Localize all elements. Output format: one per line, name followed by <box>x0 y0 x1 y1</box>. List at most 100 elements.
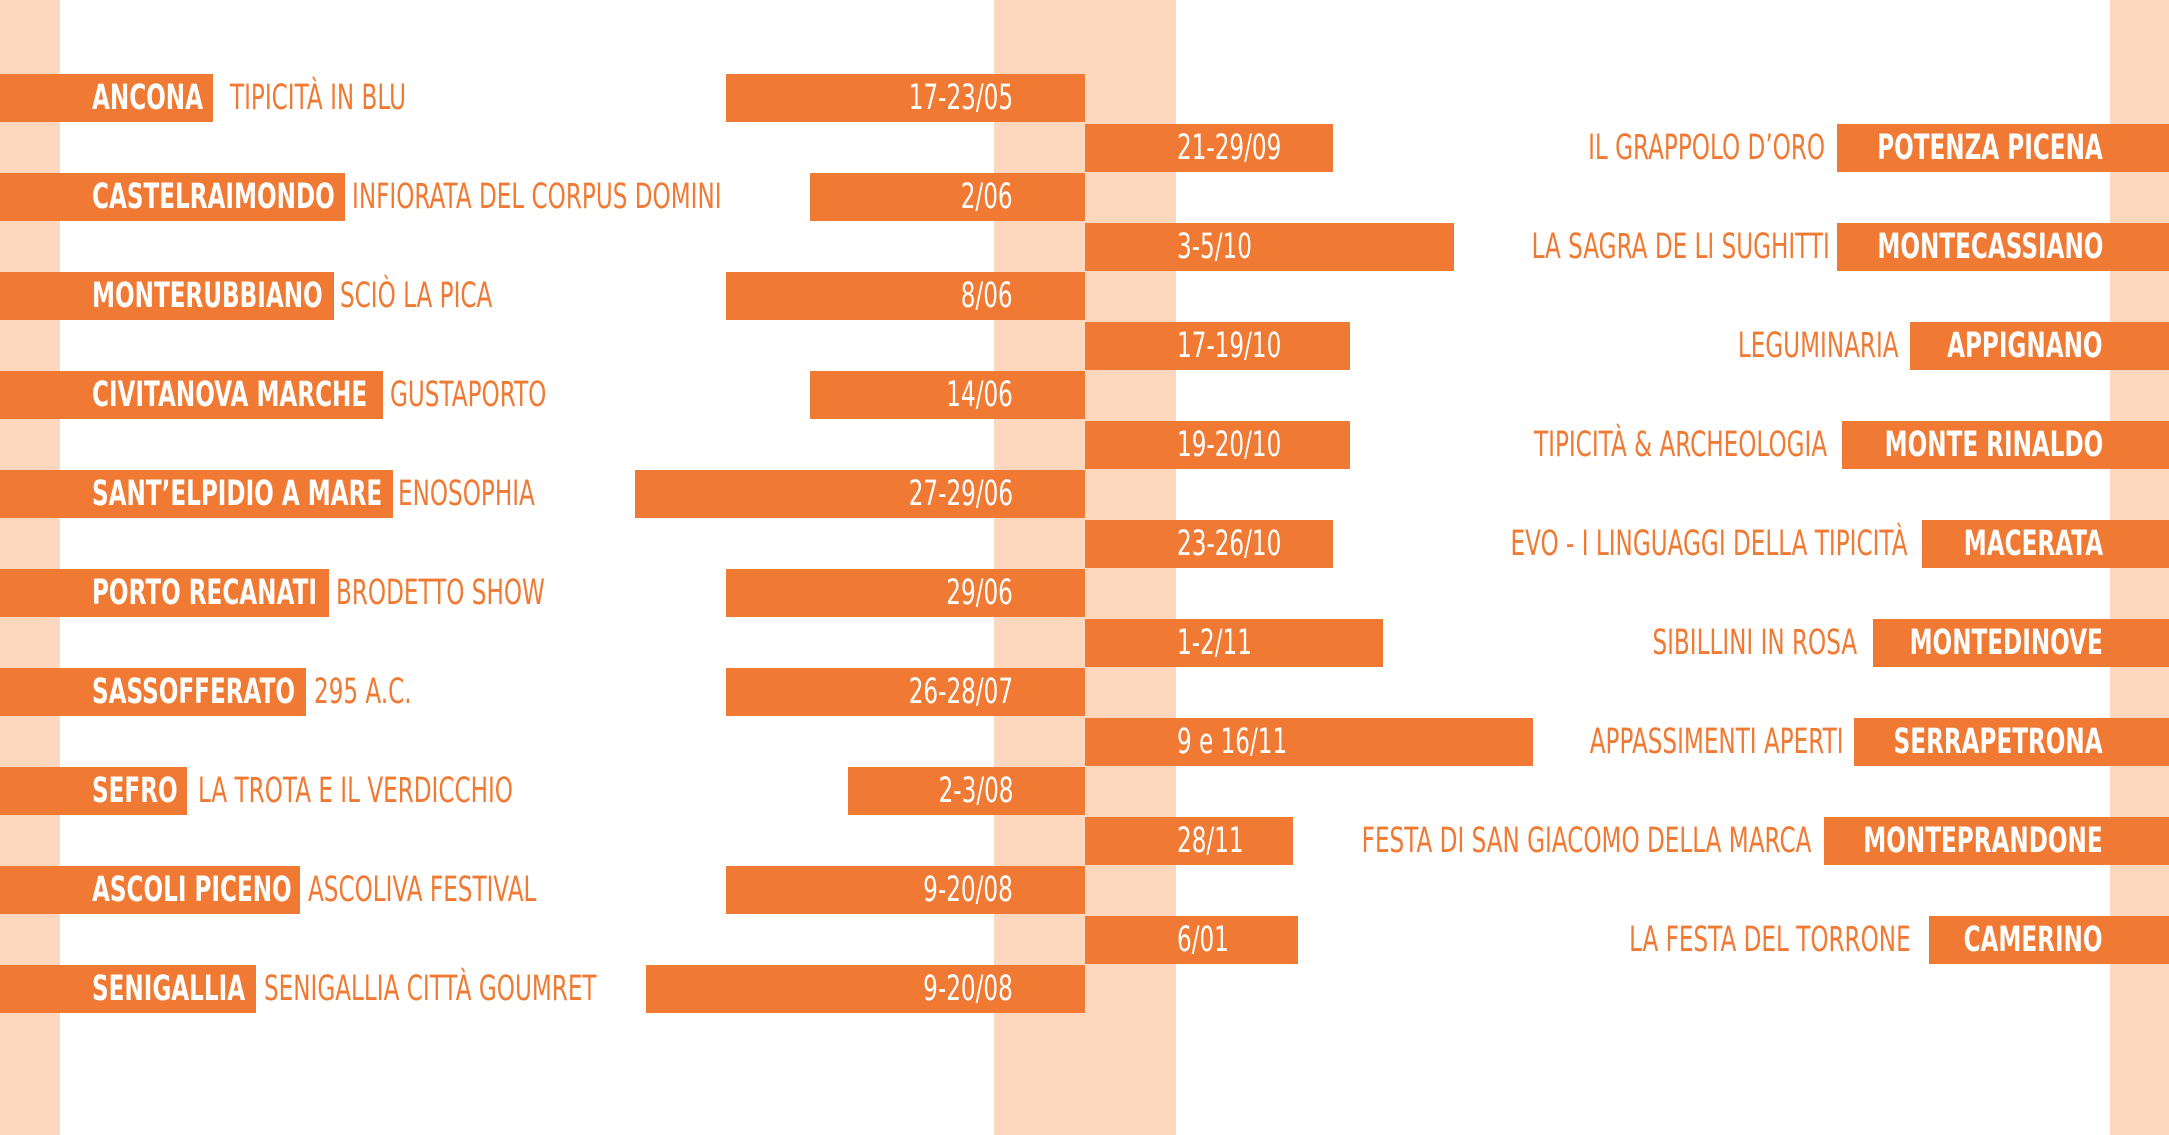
date-bar <box>726 668 1085 716</box>
date-bar <box>1085 421 1350 469</box>
event-row: 1-2/11 SIBILLINI IN ROSA MONTEDINOVE <box>1085 619 2169 667</box>
event-row: SANT’ELPIDIO A MARE ENOSOPHIA 27-29/06 <box>0 470 1085 518</box>
event-row: SENIGALLIA SENIGALLIA CITTÀ GOUMRET 9-20… <box>0 965 1085 1013</box>
event-date: 17-19/10 <box>1177 326 1282 366</box>
event-date: 17-23/05 <box>908 78 1013 118</box>
event-row: 17-19/10 LEGUMINARIA APPIGNANO <box>1085 322 2169 370</box>
city-name: SERRAPETRONA <box>1894 722 2103 762</box>
event-date: 9-20/08 <box>923 969 1013 1009</box>
event-date: 8/06 <box>961 276 1013 316</box>
event-name: SENIGALLIA CITTÀ GOUMRET <box>264 969 597 1009</box>
event-row: 21-29/09 IL GRAPPOLO D’ORO POTENZA PICEN… <box>1085 124 2169 172</box>
date-bar <box>726 272 1085 320</box>
city-name: MONTERUBBIANO <box>92 276 323 316</box>
event-date: 21-29/09 <box>1177 128 1282 168</box>
city-name: SENIGALLIA <box>92 969 246 1009</box>
city-name: ANCONA <box>92 78 204 118</box>
event-date: 9 e 16/11 <box>1177 722 1288 762</box>
event-name: GUSTAPORTO <box>390 375 547 415</box>
city-bar <box>1873 619 2169 667</box>
event-date: 2/06 <box>961 177 1013 217</box>
city-bar <box>0 470 393 518</box>
city-bar <box>0 767 187 815</box>
date-bar <box>848 767 1085 815</box>
event-name: SCIÒ LA PICA <box>340 276 493 316</box>
event-name: SIBILLINI IN ROSA <box>1652 623 1857 663</box>
city-bar <box>0 173 345 221</box>
event-row: 9 e 16/11 APPASSIMENTI APERTI SERRAPETRO… <box>1085 718 2169 766</box>
city-name: CASTELRAIMONDO <box>92 177 335 217</box>
event-date: 1-2/11 <box>1177 623 1252 663</box>
city-bar <box>0 569 329 617</box>
event-date: 23-26/10 <box>1177 524 1282 564</box>
event-name: EVO - I LINGUAGGI DELLA TIPICITÀ <box>1510 524 1908 564</box>
city-name: SEFRO <box>92 771 178 811</box>
event-row: MONTERUBBIANO SCIÒ LA PICA 8/06 <box>0 272 1085 320</box>
city-bar <box>0 866 300 914</box>
event-name: APPASSIMENTI APERTI <box>1590 722 1844 762</box>
event-name: ASCOLIVA FESTIVAL <box>308 870 537 910</box>
city-bar <box>1824 817 2169 865</box>
city-bar <box>0 668 306 716</box>
event-name: LEGUMINARIA <box>1738 326 1899 366</box>
city-name: MONTEPRANDONE <box>1863 821 2103 861</box>
event-name: LA TROTA E IL VERDICCHIO <box>198 771 513 811</box>
date-bar <box>1085 817 1293 865</box>
event-row: ASCOLI PICENO ASCOLIVA FESTIVAL 9-20/08 <box>0 866 1085 914</box>
event-date: 2-3/08 <box>938 771 1013 811</box>
city-bar <box>0 272 334 320</box>
city-name: MONTEDINOVE <box>1909 623 2103 663</box>
date-bar <box>726 569 1085 617</box>
city-name: PORTO RECANATI <box>92 573 317 613</box>
city-bar <box>0 74 213 122</box>
city-name: ASCOLI PICENO <box>92 870 292 910</box>
date-bar <box>810 173 1085 221</box>
event-row: 3-5/10 LA SAGRA DE LI SUGHITTI MONTECASS… <box>1085 223 2169 271</box>
event-row: CIVITANOVA MARCHE GUSTAPORTO 14/06 <box>0 371 1085 419</box>
event-date: 19-20/10 <box>1177 425 1282 465</box>
event-name: ENOSOPHIA <box>398 474 535 514</box>
date-bar <box>810 371 1085 419</box>
date-bar <box>635 470 1085 518</box>
date-bar <box>726 866 1085 914</box>
event-row: SEFRO LA TROTA E IL VERDICCHIO 2-3/08 <box>0 767 1085 815</box>
event-name: INFIORATA DEL CORPUS DOMINI <box>352 177 722 217</box>
date-bar <box>1085 520 1333 568</box>
event-name: 295 A.C. <box>314 672 412 712</box>
event-name: BRODETTO SHOW <box>336 573 545 613</box>
date-bar <box>1085 223 1454 271</box>
date-bar <box>1085 124 1333 172</box>
event-date: 14/06 <box>946 375 1013 415</box>
event-row: ANCONA TIPICITÀ IN BLU 17-23/05 <box>0 74 1085 122</box>
event-date: 9-20/08 <box>923 870 1013 910</box>
event-name: TIPICITÀ IN BLU <box>230 78 406 118</box>
date-bar <box>1085 916 1298 964</box>
city-name: MONTE RINALDO <box>1884 425 2103 465</box>
event-date: 27-29/06 <box>908 474 1013 514</box>
event-date: 29/06 <box>946 573 1013 613</box>
event-row: PORTO RECANATI BRODETTO SHOW 29/06 <box>0 569 1085 617</box>
date-bar <box>646 965 1085 1013</box>
city-bar <box>1842 421 2169 469</box>
city-name: MONTECASSIANO <box>1876 227 2103 267</box>
city-name: SANT’ELPIDIO A MARE <box>92 474 383 514</box>
event-date: 26-28/07 <box>908 672 1013 712</box>
city-name: SASSOFFERATO <box>92 672 296 712</box>
event-name: LA SAGRA DE LI SUGHITTI <box>1531 227 1830 267</box>
event-name: TIPICITÀ & ARCHEOLOGIA <box>1533 425 1827 465</box>
city-name: POTENZA PICENA <box>1877 128 2103 168</box>
city-bar <box>1929 916 2169 964</box>
city-bar <box>1837 124 2169 172</box>
city-bar <box>1837 223 2169 271</box>
city-bar <box>0 965 256 1013</box>
date-bar <box>1085 718 1533 766</box>
date-bar <box>1085 322 1350 370</box>
date-bar <box>1085 619 1383 667</box>
city-name: APPIGNANO <box>1947 326 2103 366</box>
event-date: 28/11 <box>1177 821 1244 861</box>
event-name: FESTA DI SAN GIACOMO DELLA MARCA <box>1361 821 1811 861</box>
event-row: CASTELRAIMONDO INFIORATA DEL CORPUS DOMI… <box>0 173 1085 221</box>
event-row: 6/01 LA FESTA DEL TORRONE CAMERINO <box>1085 916 2169 964</box>
city-name: MACERATA <box>1963 524 2103 564</box>
date-bar <box>726 74 1085 122</box>
